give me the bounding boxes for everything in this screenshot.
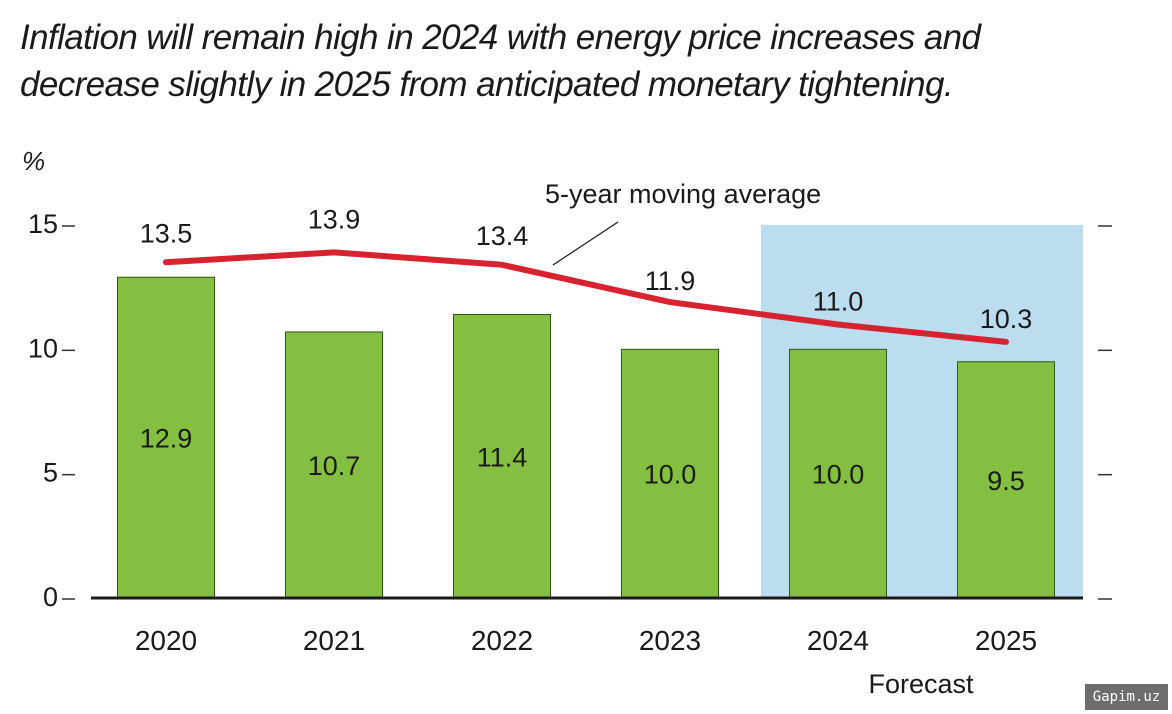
bar-2025: [957, 361, 1055, 599]
bar-value-label: 10.7: [308, 451, 361, 481]
bar-value-label: 10.0: [812, 460, 865, 490]
y-tick-label: 5: [43, 458, 58, 488]
line-value-label: 10.3: [980, 304, 1033, 334]
y-tick-label: 0: [43, 582, 58, 612]
x-tick-label: 2023: [639, 625, 701, 656]
line-value-label: 13.4: [476, 221, 529, 251]
title-line-1: Inflation will remain high in 2024 with …: [20, 18, 981, 57]
bar-2024: [789, 348, 887, 599]
bar-2020: [117, 276, 215, 599]
forecast-label: Forecast: [868, 669, 974, 699]
line-value-label: 13.5: [140, 218, 193, 248]
watermark: Gapim.uz: [1085, 684, 1168, 710]
y-axis-label: %: [22, 146, 45, 176]
y-tick-label: 10: [28, 333, 58, 363]
x-tick-label: 2025: [975, 625, 1037, 656]
line-value-label: 11.0: [813, 286, 864, 316]
title-line-2: decrease slightly in 2025 from anticipat…: [20, 65, 954, 104]
line-annotation: 5-year moving average: [545, 179, 821, 209]
bar-value-label: 12.9: [140, 424, 193, 454]
x-tick-label: 2022: [471, 625, 533, 656]
bar-2023: [621, 348, 719, 599]
annotation-leader-line: [552, 221, 619, 266]
bar-2021: [285, 331, 383, 599]
bar-value-label: 9.5: [987, 466, 1025, 496]
x-tick-label: 2020: [135, 625, 197, 656]
line-value-label: 13.9: [308, 204, 361, 234]
line-value-label: 11.9: [645, 266, 696, 296]
x-tick-label: 2024: [807, 625, 869, 656]
y-tick-label: 15: [28, 209, 58, 239]
bar-value-label: 10.0: [644, 460, 697, 490]
chart-title: Inflation will remain high in 2024 with …: [20, 14, 981, 108]
x-tick-label: 2021: [303, 625, 365, 656]
bar-2022: [453, 314, 551, 599]
bar-value-label: 11.4: [477, 442, 528, 472]
moving-average-line: [163, 249, 1009, 345]
